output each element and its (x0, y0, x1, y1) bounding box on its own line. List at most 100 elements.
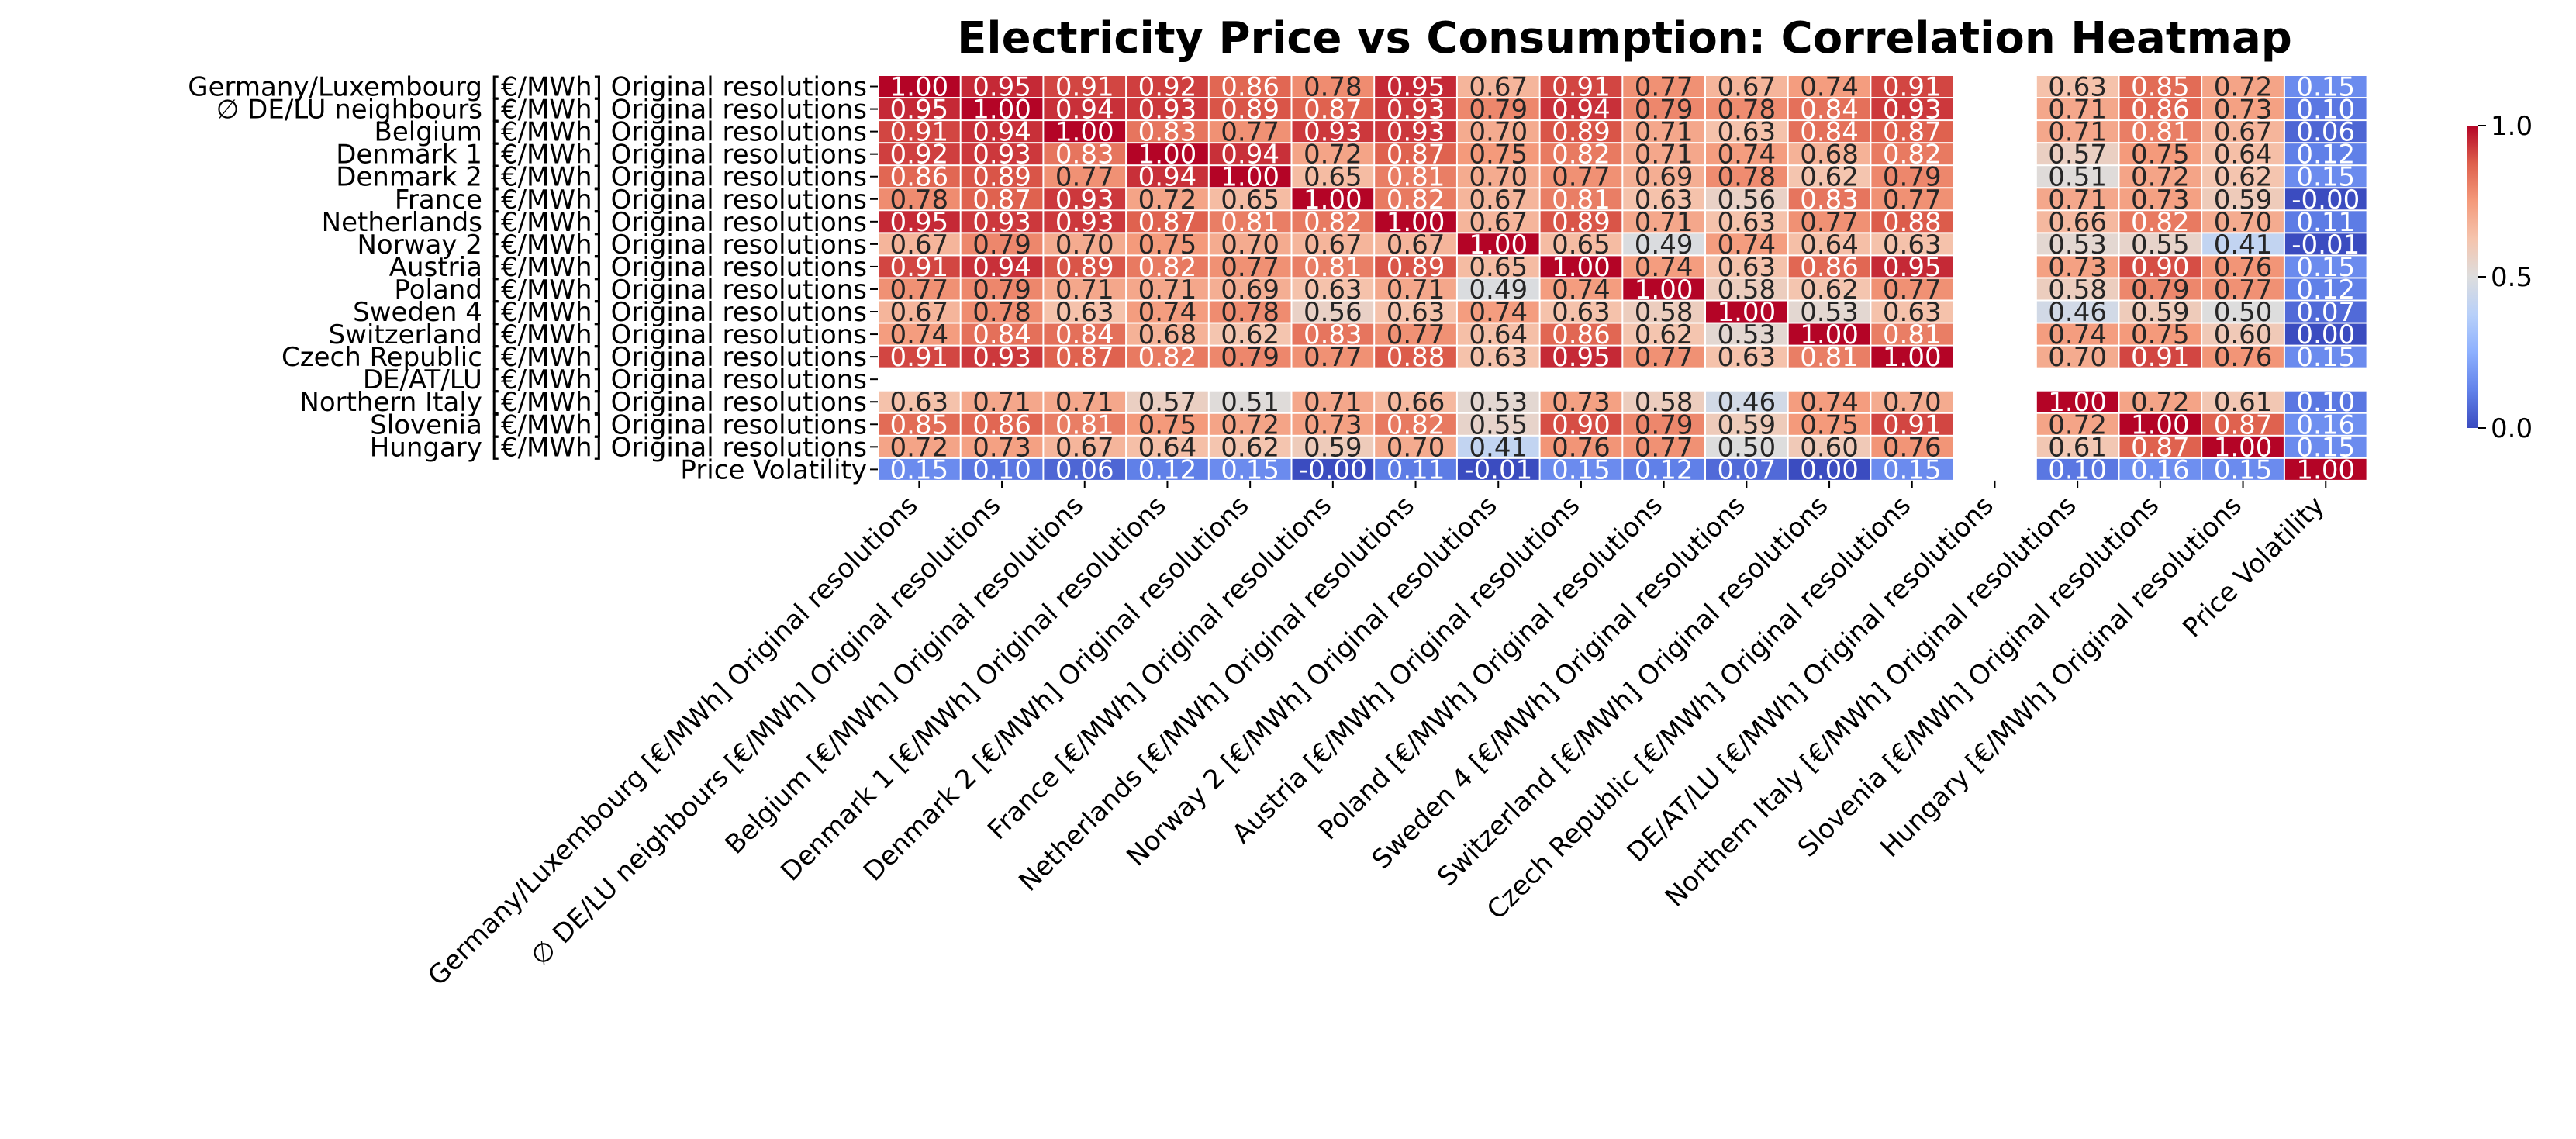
cell-value-label: 0.82 (1386, 185, 1445, 216)
heatmap-cell (1540, 323, 1622, 345)
heatmap-cell (1292, 188, 1374, 210)
heatmap-cell (1375, 188, 1456, 210)
cell-value-label: 0.77 (1552, 162, 1611, 193)
heatmap-cell (2284, 413, 2367, 435)
heatmap-cell (1044, 278, 1126, 300)
heatmap-cell (1457, 391, 1539, 412)
heatmap-cell (2036, 301, 2118, 323)
heatmap-cell (1127, 256, 1208, 278)
cell-value-label: 0.72 (1304, 140, 1362, 171)
heatmap-cell (2119, 391, 2201, 412)
heatmap-cell (2119, 143, 2201, 165)
cell-value-label: 0.00 (1800, 454, 1859, 485)
cell-value-label: 0.82 (1138, 252, 1197, 283)
cell-value-label: 1.00 (972, 95, 1031, 126)
heatmap-cell (1044, 166, 1126, 188)
heatmap-cell (1706, 301, 1787, 323)
cell-value-label: 0.91 (889, 252, 948, 283)
heatmap-cell (2119, 233, 2201, 255)
heatmap-cell (2284, 346, 2367, 368)
cell-value-label: 0.88 (1883, 207, 1942, 238)
cell-value-label: 0.71 (1304, 387, 1362, 418)
cell-value-label: 0.75 (1138, 409, 1197, 440)
cell-value-label: 0.71 (1635, 140, 1694, 171)
cell-value-label: 0.67 (1055, 432, 1114, 463)
cell-value-label: 0.67 (1469, 185, 1528, 216)
y-tick-label: Czech Republic [€/MWh] Original resoluti… (281, 342, 867, 373)
heatmap-cell (1044, 121, 1126, 143)
cell-value-label: 0.87 (1386, 140, 1445, 171)
heatmap-cell (1623, 278, 1704, 300)
cell-value-label: 0.78 (889, 185, 948, 216)
cell-value-label: 0.82 (1883, 140, 1942, 171)
cell-value-label: 0.67 (889, 297, 948, 328)
cell-value-label: 0.87 (1138, 207, 1197, 238)
heatmap-cell (1292, 391, 1374, 412)
heatmap-cell (1044, 256, 1126, 278)
heatmap-cell (1375, 211, 1456, 233)
heatmap-cell (961, 301, 1043, 323)
cell-value-label: 0.79 (1635, 409, 1694, 440)
heatmap-cell (1209, 436, 1291, 457)
heatmap-cell (961, 166, 1043, 188)
heatmap-cell (1706, 233, 1787, 255)
cell-value-label: 0.77 (2214, 274, 2273, 305)
cell-value-label: 0.93 (1883, 95, 1942, 126)
cell-value-label: 0.93 (972, 342, 1031, 373)
cell-value-label: 0.73 (2131, 185, 2190, 216)
y-tick-label: Slovenia [€/MWh] Original resolutions (370, 409, 867, 440)
cell-value-label: 0.82 (1552, 140, 1611, 171)
heatmap-cell (2284, 458, 2367, 480)
heatmap-cell (2202, 413, 2284, 435)
y-tick-label: Sweden 4 [€/MWh] Original resolutions (353, 297, 867, 328)
cell-value-label: 0.81 (1883, 319, 1942, 350)
cell-value-label: 0.70 (2214, 207, 2273, 238)
cell-value-label: 0.63 (1717, 117, 1776, 148)
heatmap-cell (1127, 98, 1208, 120)
heatmap-cell (1706, 76, 1787, 98)
cell-value-label: 0.11 (2296, 207, 2355, 238)
heatmap-cell (1540, 301, 1622, 323)
cell-value-label: 0.93 (972, 207, 1031, 238)
cell-value-label: 0.67 (1717, 72, 1776, 103)
heatmap-cell (2036, 278, 2118, 300)
cell-value-label: 0.67 (889, 230, 948, 261)
cell-value-label: 0.53 (2048, 230, 2107, 261)
heatmap-cell (1871, 121, 1953, 143)
heatmap-cell (1375, 98, 1456, 120)
heatmap-cell (1044, 323, 1126, 345)
cell-value-label: 1.00 (1635, 274, 1694, 305)
cell-value-label: 0.56 (1717, 185, 1776, 216)
heatmap-cell (1375, 413, 1456, 435)
heatmap-cell (879, 458, 960, 480)
cell-value-label: 0.62 (1221, 432, 1279, 463)
cell-value-label: 0.46 (1717, 387, 1776, 418)
heatmap-cell (1540, 76, 1622, 98)
cell-value-label: 0.71 (1055, 274, 1114, 305)
cell-value-label: 0.77 (1055, 162, 1114, 193)
y-tick-label: Northern Italy [€/MWh] Original resoluti… (299, 387, 867, 418)
cell-value-label: 0.10 (2296, 387, 2355, 418)
heatmap-cell (1127, 391, 1208, 412)
cell-value-label: 0.72 (2048, 409, 2107, 440)
cell-value-label: 0.12 (1138, 454, 1197, 485)
heatmap-cell (2119, 76, 2201, 98)
cell-value-label: 0.66 (1386, 387, 1445, 418)
cell-value-label: 0.94 (972, 252, 1031, 283)
cell-value-label: 1.00 (1055, 117, 1114, 148)
heatmap-cell (879, 76, 960, 98)
heatmap-cell (2284, 391, 2367, 412)
heatmap-cell (961, 278, 1043, 300)
cell-value-label: 0.85 (2131, 72, 2190, 103)
heatmap-cell (2202, 391, 2284, 412)
heatmap-cell (2284, 121, 2367, 143)
cell-value-label: 0.86 (972, 409, 1031, 440)
y-tick-label: France [€/MWh] Original resolutions (395, 185, 867, 216)
heatmap-cell (879, 143, 960, 165)
cell-value-label: 0.70 (1469, 162, 1528, 193)
cell-value-label: 0.61 (2048, 432, 2107, 463)
heatmap-cell (879, 391, 960, 412)
cell-value-label: 0.00 (2296, 319, 2355, 350)
cell-value-label: 0.65 (1552, 230, 1611, 261)
heatmap-cell (2202, 233, 2284, 255)
